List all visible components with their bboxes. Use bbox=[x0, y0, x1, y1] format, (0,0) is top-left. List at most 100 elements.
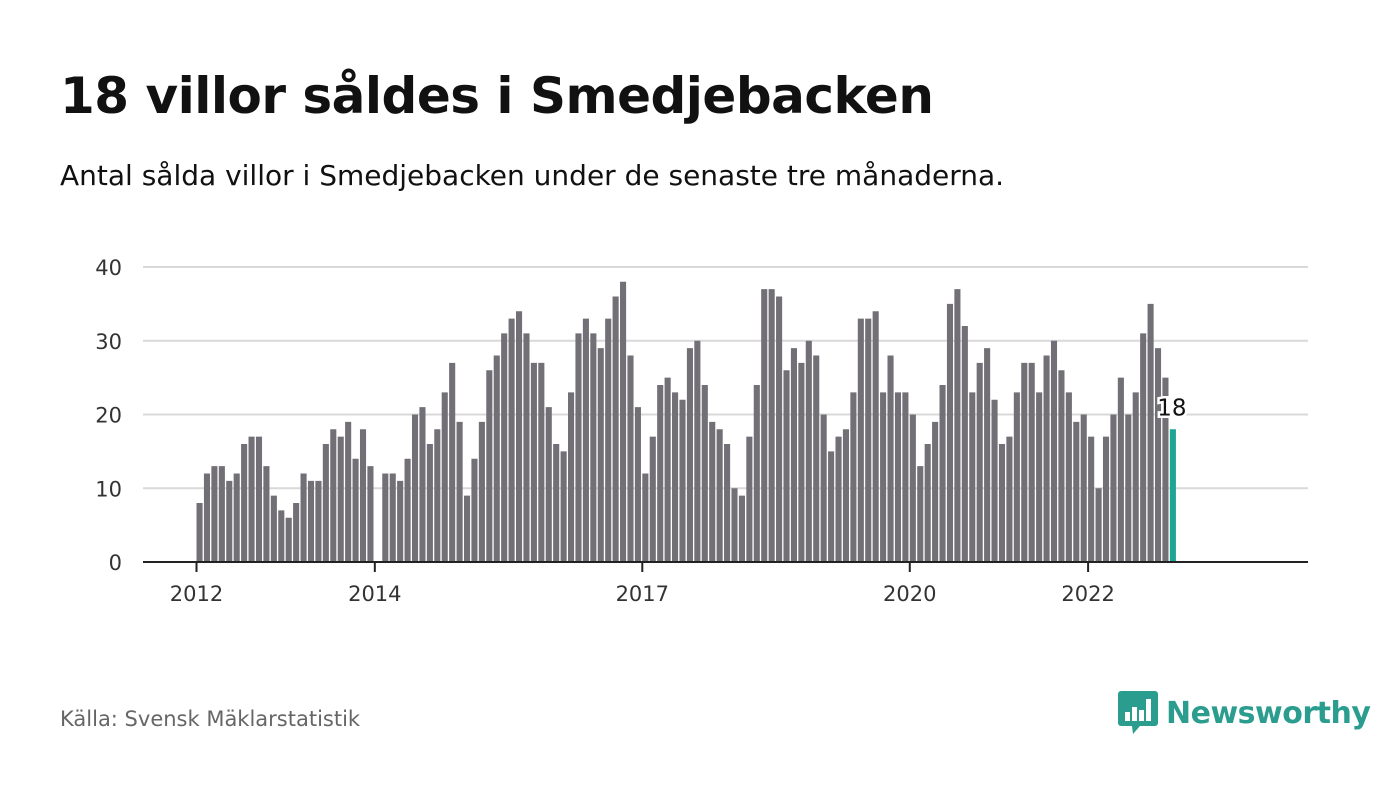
bar bbox=[946, 303, 954, 562]
bar bbox=[724, 444, 731, 562]
bar bbox=[1102, 436, 1110, 562]
bar bbox=[449, 362, 456, 562]
bar bbox=[419, 407, 426, 562]
bar bbox=[828, 451, 835, 562]
bar bbox=[255, 436, 263, 562]
bar bbox=[1110, 414, 1117, 562]
bar bbox=[575, 333, 582, 562]
brand-logo: Newsworthy bbox=[1118, 690, 1371, 736]
bar bbox=[270, 495, 277, 562]
bar bbox=[404, 458, 411, 562]
bar bbox=[998, 444, 1006, 562]
bar bbox=[241, 444, 248, 562]
bar bbox=[397, 480, 404, 562]
bar bbox=[709, 421, 716, 562]
bar bbox=[345, 421, 352, 562]
bar bbox=[248, 436, 255, 562]
bar-chart: 0 10 20 30 40 2012 2014 2017 2020 2022 18 bbox=[95, 256, 1308, 606]
bar bbox=[389, 473, 396, 562]
bar bbox=[865, 318, 872, 562]
chart-title: 18 villor såldes i Smedjebacken bbox=[60, 67, 934, 125]
bar bbox=[991, 399, 998, 562]
bar bbox=[1043, 355, 1050, 562]
y-tick-label-30: 30 bbox=[95, 330, 122, 354]
bar bbox=[909, 414, 916, 562]
bar bbox=[1028, 362, 1035, 562]
bar bbox=[976, 362, 983, 562]
bar bbox=[434, 429, 441, 562]
bar bbox=[426, 444, 433, 562]
bar bbox=[746, 436, 753, 562]
x-tick-label-2017: 2017 bbox=[616, 582, 669, 606]
bar bbox=[835, 436, 842, 562]
bar bbox=[1095, 488, 1102, 562]
bar bbox=[307, 480, 315, 562]
bar bbox=[664, 377, 671, 562]
bar bbox=[679, 399, 686, 562]
chart-subtitle: Antal sålda villor i Smedjebacken under … bbox=[60, 159, 1005, 192]
bar bbox=[597, 348, 604, 562]
bar bbox=[627, 355, 634, 562]
bar bbox=[330, 429, 337, 562]
bar bbox=[530, 362, 537, 562]
bar bbox=[1050, 340, 1058, 562]
bar bbox=[813, 355, 820, 562]
bar bbox=[805, 340, 812, 562]
bar bbox=[657, 385, 664, 562]
axis-labels: 0 10 20 30 40 2012 2014 2017 2020 2022 18 bbox=[95, 256, 1189, 606]
bar-chart-speech-bubble-icon bbox=[1118, 691, 1158, 734]
bar bbox=[1073, 421, 1080, 562]
bar bbox=[382, 473, 389, 562]
x-tick-label-2022: 2022 bbox=[1061, 582, 1114, 606]
bar bbox=[776, 296, 783, 562]
bar bbox=[842, 429, 850, 562]
bar bbox=[568, 392, 575, 562]
bar bbox=[560, 451, 567, 562]
bar bbox=[738, 495, 745, 562]
bar bbox=[1162, 377, 1169, 562]
bar bbox=[538, 362, 545, 562]
bar bbox=[634, 407, 641, 562]
bar bbox=[917, 466, 924, 562]
bar bbox=[1117, 377, 1124, 562]
bar bbox=[798, 362, 805, 562]
bar bbox=[226, 480, 233, 562]
bar bbox=[969, 392, 976, 562]
bar bbox=[471, 458, 478, 562]
bar bbox=[545, 407, 552, 562]
bar bbox=[1147, 303, 1154, 562]
bar bbox=[887, 355, 894, 562]
y-tick-label-0: 0 bbox=[109, 551, 122, 575]
y-tick-label-10: 10 bbox=[95, 477, 122, 501]
bar bbox=[263, 466, 270, 562]
bar bbox=[493, 355, 500, 562]
bar bbox=[880, 392, 887, 562]
bar bbox=[850, 392, 857, 562]
bar bbox=[783, 370, 790, 562]
bar bbox=[300, 473, 307, 562]
bar bbox=[902, 392, 909, 562]
bar bbox=[359, 429, 367, 562]
bar bbox=[411, 414, 419, 562]
x-tick-label-2014: 2014 bbox=[348, 582, 401, 606]
y-tick-label-40: 40 bbox=[95, 256, 122, 280]
bar bbox=[486, 370, 493, 562]
bar bbox=[553, 444, 560, 562]
bar bbox=[285, 517, 292, 562]
bar bbox=[1154, 348, 1162, 562]
bar bbox=[605, 318, 612, 562]
bar bbox=[352, 458, 359, 562]
bar bbox=[961, 326, 968, 562]
bar bbox=[753, 385, 760, 562]
bar bbox=[1058, 370, 1065, 562]
bar bbox=[932, 421, 939, 562]
bar bbox=[590, 333, 597, 562]
bar bbox=[954, 289, 961, 562]
bar bbox=[441, 392, 448, 562]
bar bbox=[1013, 392, 1020, 562]
bar bbox=[686, 348, 693, 562]
bar bbox=[694, 340, 701, 562]
bar bbox=[924, 444, 931, 562]
bar bbox=[894, 392, 902, 562]
bar bbox=[1088, 436, 1095, 562]
